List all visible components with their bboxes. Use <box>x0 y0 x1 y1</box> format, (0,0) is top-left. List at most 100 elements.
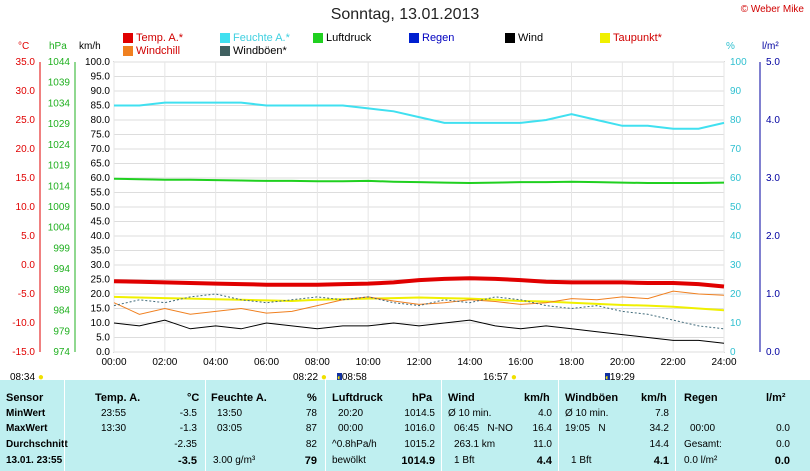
series-windb-en <box>113 293 725 330</box>
temp-tick: 35.0 <box>16 57 36 68</box>
cell: 1016.0 <box>404 423 435 434</box>
legend-dewpoint: Taupunkt* <box>600 32 662 44</box>
cell: -1.3 <box>179 423 197 434</box>
humidity-tick: 90 <box>730 86 742 97</box>
legend-label: Feuchte A.* <box>233 32 290 44</box>
wind-tick: 40.0 <box>91 231 111 242</box>
rain-tick: 2.0 <box>766 231 780 242</box>
chart-title: Sonntag, 13.01.2013 <box>330 6 480 23</box>
chart-ticks: 100.095.090.085.080.075.070.065.060.055.… <box>12 57 780 368</box>
series-luftdruck <box>113 177 725 185</box>
cell: ^0.8hPa/h <box>332 439 377 450</box>
cell: 19:05 N <box>565 423 606 434</box>
cell: 13:30 <box>101 423 127 434</box>
cell: 34.2 <box>649 423 669 434</box>
cell: 11.0 <box>533 439 552 450</box>
legend-label: Taupunkt* <box>613 32 662 44</box>
cell: -2.35 <box>174 439 197 450</box>
pressure-tick: 1014 <box>48 181 71 192</box>
wind-tick: 5.0 <box>96 333 110 344</box>
cell: 79 <box>304 455 317 467</box>
sun-icon: ● <box>510 372 517 383</box>
cell: -3.5 <box>178 455 197 467</box>
legend-pressure: Luftdruck <box>313 32 371 44</box>
rain-tick: 3.0 <box>766 173 780 184</box>
time-tick: 06:00 <box>254 357 279 368</box>
wind-tick: 10.0 <box>91 318 111 329</box>
legend-swatch-wind <box>505 33 515 43</box>
moon-icon: ◐ <box>605 373 610 382</box>
sunset-time: 16:57 <box>483 372 509 383</box>
series-taupunkt <box>113 295 725 312</box>
temp-tick: 15.0 <box>16 173 36 184</box>
unit-wind: km/h <box>79 41 101 52</box>
humidity-tick: 30 <box>730 260 742 271</box>
sun-icon: ● <box>320 372 327 383</box>
pressure-tick: 1039 <box>48 78 71 89</box>
cell: 0.0 <box>776 439 790 450</box>
temp-tick: 20.0 <box>16 144 36 155</box>
weather-chart: 100.095.090.085.080.075.070.065.060.055.… <box>12 57 780 368</box>
time-tick: 20:00 <box>610 357 635 368</box>
row-label: 13.01. 23:55 <box>6 455 63 466</box>
cell: 78 <box>305 408 317 419</box>
unit-humidity: % <box>726 41 735 52</box>
time-tick: 10:00 <box>356 357 381 368</box>
pressure-tick: 1044 <box>48 57 71 68</box>
legend-humidity: Feuchte A.* <box>220 32 290 44</box>
cell: 1 Bft <box>571 455 592 466</box>
chart-grid <box>39 61 761 353</box>
legend-swatch-windchill <box>123 46 133 56</box>
cell: Ø 10 min. <box>565 408 609 419</box>
legend-label: Wind <box>518 32 544 44</box>
time-tick: 00:00 <box>101 357 126 368</box>
legend-rain: Regen <box>409 32 454 44</box>
temp-tick: 25.0 <box>16 115 36 126</box>
row-label: MaxWert <box>6 423 48 434</box>
rain-tick: 5.0 <box>766 57 780 68</box>
pressure-tick: 984 <box>53 306 70 317</box>
wind-tick: 20.0 <box>91 289 111 300</box>
wind-tick: 70.0 <box>91 144 111 155</box>
legend-gust: Windböen* <box>220 45 287 57</box>
series-windchill <box>113 290 725 315</box>
col-temp: Temp. A. °C 23:55 -3.5 13:30 -1.3 -2.35 … <box>64 380 206 471</box>
moonset-marker: ◐19:29 <box>605 372 635 383</box>
pressure-tick: 989 <box>53 285 70 296</box>
legend-label: Windchill <box>136 45 181 57</box>
cell: Gesamt: <box>684 439 722 450</box>
wind-tick: 55.0 <box>91 188 111 199</box>
moonset-time: 19:29 <box>609 372 635 383</box>
wind-tick: 65.0 <box>91 159 111 170</box>
time-tick: 04:00 <box>203 357 228 368</box>
pressure-tick: 974 <box>53 347 70 358</box>
humidity-tick: 40 <box>730 231 742 242</box>
sunrise2-time: 08:22 <box>293 372 319 383</box>
rain-tick: 1.0 <box>766 289 780 300</box>
wind-tick: 30.0 <box>91 260 111 271</box>
col-header: Temp. A. <box>95 392 141 404</box>
wind-tick: 0.0 <box>96 347 110 358</box>
wind-tick: 85.0 <box>91 101 111 112</box>
legend-label: Temp. A.* <box>136 32 184 44</box>
sun-icon: ● <box>37 372 44 383</box>
cell: 4.4 <box>536 455 552 467</box>
legend-swatch-gust <box>220 46 230 56</box>
cell: 1014.5 <box>404 408 435 419</box>
wind-tick: 90.0 <box>91 86 111 97</box>
row-label: Durchschnitt <box>6 439 68 450</box>
cell: 0.0 <box>774 455 790 467</box>
unit-pressure: hPa <box>49 41 67 52</box>
legend-swatch-dewpoint <box>600 33 610 43</box>
cell: bewölkt <box>332 455 366 466</box>
wind-tick: 35.0 <box>91 246 111 257</box>
time-tick: 12:00 <box>406 357 431 368</box>
col-header: Regen <box>684 392 718 404</box>
temp-tick: -5.0 <box>18 289 36 300</box>
pressure-tick: 979 <box>53 326 70 337</box>
wind-tick: 45.0 <box>91 217 111 228</box>
humidity-tick: 20 <box>730 289 742 300</box>
temp-tick: 30.0 <box>16 86 36 97</box>
col-gust: Windböen km/h Ø 10 min. 7.8 19:05 N 34.2… <box>559 380 676 471</box>
col-unit: l/m² <box>766 392 786 404</box>
